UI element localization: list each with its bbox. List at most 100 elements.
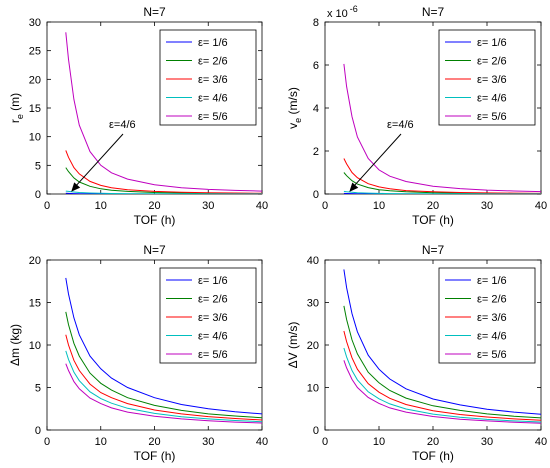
x-tick-label: 10 bbox=[373, 436, 385, 448]
legend-entry-5: ε= 5/6 bbox=[477, 349, 507, 361]
y-tick-label: 2 bbox=[313, 146, 319, 158]
legend-entry-3: ε= 3/6 bbox=[198, 312, 228, 324]
y-axis-label: ve (m/s) bbox=[286, 87, 303, 129]
series-line-1 bbox=[343, 269, 541, 415]
legend-entry-5: ε= 5/6 bbox=[198, 349, 228, 361]
legend-entry-4: ε= 4/6 bbox=[477, 93, 507, 105]
y-tick-label: 0 bbox=[35, 189, 41, 201]
x-tick-label: 20 bbox=[148, 436, 160, 448]
series-line-4 bbox=[343, 190, 541, 194]
y-axis-label: Δm (kg) bbox=[8, 324, 22, 366]
series-line-1 bbox=[65, 277, 262, 415]
series-line-5 bbox=[65, 32, 262, 192]
y-tick-label: 15 bbox=[29, 103, 41, 115]
legend-box bbox=[159, 29, 257, 126]
legend-entry-4: ε= 4/6 bbox=[477, 331, 507, 343]
x-tick-label: 20 bbox=[427, 200, 439, 212]
y-axis-label-unit: (m) bbox=[8, 93, 22, 114]
x-tick-label: 10 bbox=[95, 436, 107, 448]
chart-panel-1: N=7 0 10 20 30 40 0 5 10 15 20 25 30 TOF (h) re (m) ε=4… bbox=[8, 5, 268, 227]
legend-entry-4: ε= 4/6 bbox=[198, 93, 228, 105]
y-tick-label: 6 bbox=[313, 60, 319, 72]
legend-box bbox=[159, 267, 257, 364]
legend-entry-2: ε= 2/6 bbox=[477, 294, 507, 306]
y-tick-label: 5 bbox=[35, 160, 41, 172]
legend-entry-5: ε= 5/6 bbox=[477, 111, 507, 123]
chart-title: N=7 bbox=[422, 5, 445, 19]
y-tick-label: 30 bbox=[307, 298, 319, 310]
legend-box bbox=[438, 267, 536, 364]
annotation-arrow-line bbox=[74, 133, 124, 188]
y-tick-label: 4 bbox=[313, 103, 319, 115]
x-axis-label: TOF (h) bbox=[134, 213, 176, 227]
y-tick-label: 8 bbox=[313, 17, 319, 29]
x-tick-label: 20 bbox=[148, 200, 160, 212]
chart-title: N=7 bbox=[422, 243, 445, 257]
legend-entry-5: ε= 5/6 bbox=[198, 111, 228, 123]
series-line-4 bbox=[343, 347, 541, 423]
y-tick-label: 0 bbox=[35, 425, 41, 437]
legend-box bbox=[438, 29, 536, 126]
legend-entry-3: ε= 3/6 bbox=[198, 74, 228, 86]
y-tick-label: 20 bbox=[29, 74, 41, 86]
legend-entry-1: ε= 1/6 bbox=[198, 275, 228, 287]
x-tick-label: 30 bbox=[202, 200, 214, 212]
x-tick-label: 10 bbox=[373, 200, 385, 212]
x-tick-label: 40 bbox=[535, 436, 547, 448]
y-tick-label: 10 bbox=[307, 383, 319, 395]
series-line-5 bbox=[65, 363, 262, 424]
x-tick-label: 30 bbox=[481, 200, 493, 212]
x-tick-label: 0 bbox=[44, 436, 50, 448]
y-tick-label: 10 bbox=[29, 340, 41, 352]
exponent-power: -6 bbox=[350, 4, 358, 14]
series-line-2 bbox=[343, 305, 541, 419]
x-tick-label: 40 bbox=[256, 200, 268, 212]
y-axis-label-unit: (m/s) bbox=[286, 87, 300, 118]
x-tick-label: 30 bbox=[481, 436, 493, 448]
x-tick-label: 20 bbox=[427, 436, 439, 448]
legend-entry-3: ε= 3/6 bbox=[477, 74, 507, 86]
x-tick-label: 0 bbox=[322, 200, 328, 212]
y-axis-label: ΔV (m/s) bbox=[286, 322, 300, 369]
exponent-base: x 10 bbox=[327, 8, 348, 20]
y-tick-label: 0 bbox=[313, 425, 319, 437]
annotation-arrow-head bbox=[71, 182, 81, 192]
series-line-3 bbox=[343, 330, 541, 421]
x-axis-label: TOF (h) bbox=[412, 449, 454, 463]
annotation-arrow-line bbox=[352, 133, 402, 188]
y-tick-label: 40 bbox=[307, 255, 319, 267]
y-tick-label: 0 bbox=[313, 189, 319, 201]
annotation-label: ε=4/6 bbox=[387, 119, 414, 131]
x-tick-label: 40 bbox=[535, 200, 547, 212]
series-line-2 bbox=[65, 311, 262, 419]
series-line-5 bbox=[343, 360, 541, 424]
legend-entry-4: ε= 4/6 bbox=[198, 331, 228, 343]
legend-entry-1: ε= 1/6 bbox=[198, 37, 228, 49]
legend-entry-2: ε= 2/6 bbox=[198, 56, 228, 68]
y-axis-label: re (m) bbox=[8, 93, 25, 123]
y-exponent-label: x 10 -6 bbox=[327, 4, 358, 20]
y-tick-label: 30 bbox=[29, 17, 41, 29]
x-tick-label: 0 bbox=[322, 436, 328, 448]
series-line-3 bbox=[343, 158, 541, 194]
series-line-2 bbox=[65, 167, 262, 194]
legend-entry-1: ε= 1/6 bbox=[477, 37, 507, 49]
series-line-3 bbox=[65, 334, 262, 421]
annotation-label: ε=4/6 bbox=[109, 119, 136, 131]
y-tick-label: 25 bbox=[29, 46, 41, 58]
series-line-4 bbox=[65, 350, 262, 423]
y-tick-label: 20 bbox=[307, 340, 319, 352]
y-tick-label: 20 bbox=[29, 255, 41, 267]
y-tick-label: 15 bbox=[29, 298, 41, 310]
legend-entry-2: ε= 2/6 bbox=[477, 56, 507, 68]
chart-title: N=7 bbox=[143, 243, 166, 257]
y-axis-label-base: v bbox=[286, 123, 300, 129]
series-line-3 bbox=[65, 150, 262, 194]
x-axis-label: TOF (h) bbox=[134, 449, 176, 463]
legend-entry-3: ε= 3/6 bbox=[477, 312, 507, 324]
y-tick-label: 5 bbox=[35, 383, 41, 395]
y-axis-label-sub: e bbox=[15, 114, 25, 119]
x-tick-label: 30 bbox=[202, 436, 214, 448]
